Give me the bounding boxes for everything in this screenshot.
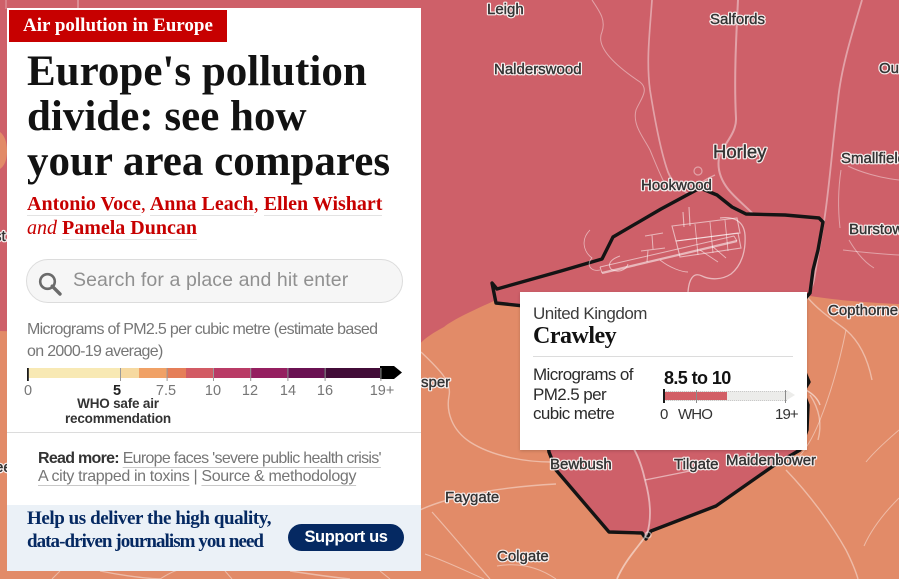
svg-text:Faygate: Faygate [445, 489, 499, 506]
svg-text:Leigh: Leigh [487, 1, 524, 18]
svg-text:Hookwood: Hookwood [641, 177, 712, 194]
svg-text:Outwood: Outwood [879, 60, 899, 77]
svg-text:Copthorne: Copthorne [828, 302, 898, 319]
svg-text:Bewbush: Bewbush [550, 456, 612, 473]
svg-text:Horley: Horley [713, 141, 767, 162]
svg-text:Bewbush: Bewbush [550, 456, 612, 473]
svg-text:Tilgate: Tilgate [674, 456, 718, 473]
svg-text:Hookwood: Hookwood [641, 177, 712, 194]
svg-text:Colgate: Colgate [497, 548, 549, 565]
svg-text:Outwood: Outwood [879, 60, 899, 77]
svg-text:Faygate: Faygate [445, 489, 499, 506]
svg-text:st: st [0, 228, 7, 245]
svg-text:sper: sper [421, 374, 450, 391]
svg-text:Burstow: Burstow [849, 221, 899, 238]
svg-text:Leigh: Leigh [487, 1, 524, 18]
svg-text:Maidenbower: Maidenbower [726, 452, 816, 469]
svg-text:Salfords: Salfords [710, 11, 765, 28]
svg-text:Smallfield: Smallfield [841, 150, 899, 167]
svg-text:Nalderswood: Nalderswood [494, 61, 582, 78]
svg-text:Colgate: Colgate [497, 548, 549, 565]
svg-text:Copthorne: Copthorne [828, 302, 898, 319]
svg-text:Salfords: Salfords [710, 11, 765, 28]
svg-text:Maidenbower: Maidenbower [726, 452, 816, 469]
svg-text:Smallfield: Smallfield [841, 150, 899, 167]
svg-text:Horley: Horley [713, 141, 767, 162]
svg-text:ee: ee [0, 459, 12, 476]
svg-text:st: st [0, 228, 7, 245]
svg-text:Tilgate: Tilgate [674, 456, 718, 473]
svg-text:Nalderswood: Nalderswood [494, 61, 582, 78]
svg-text:Burstow: Burstow [849, 221, 899, 238]
svg-text:sper: sper [421, 374, 450, 391]
